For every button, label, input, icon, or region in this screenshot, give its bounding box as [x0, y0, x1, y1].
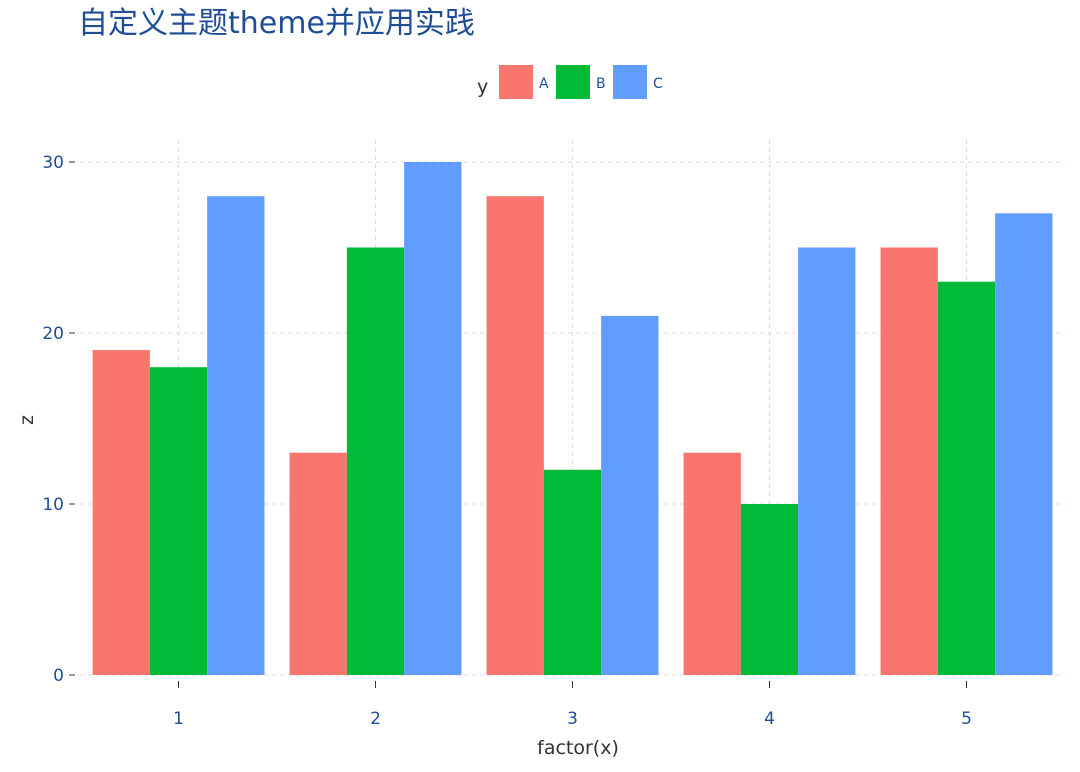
- bar-B-5: [937, 281, 996, 675]
- bar-C-2: [404, 162, 462, 675]
- bar-A-3: [486, 196, 544, 675]
- legend-label-A: A: [539, 76, 549, 92]
- bar-A-2: [289, 452, 347, 675]
- x-tick-label: 1: [173, 709, 184, 729]
- bar-C-5: [995, 213, 1053, 676]
- legend-label-B: B: [596, 76, 606, 92]
- x-axis: 1 2 3 4 5: [173, 681, 972, 729]
- bar-C-4: [798, 247, 856, 675]
- y-tick-label: 20: [42, 324, 64, 344]
- y-tick-label: 0: [53, 666, 64, 686]
- x-axis-label: factor(x): [537, 737, 619, 759]
- x-tick-label: 2: [370, 709, 381, 729]
- bar-B-1: [149, 367, 208, 675]
- x-tick-label: 4: [764, 709, 775, 729]
- legend-key-B: [556, 65, 590, 99]
- x-tick-label: 3: [567, 709, 578, 729]
- y-axis: 0 10 20 30: [42, 153, 75, 686]
- bar-B-4: [740, 504, 799, 675]
- bar-C-3: [601, 315, 659, 675]
- legend-key-A: [499, 65, 533, 99]
- legend-label-C: C: [653, 76, 663, 92]
- bars: [92, 162, 1053, 676]
- bar-A-1: [92, 350, 150, 675]
- y-axis-label: z: [16, 415, 38, 425]
- bar-B-3: [543, 469, 602, 675]
- y-tick-label: 10: [42, 495, 64, 515]
- x-tick-label: 5: [961, 709, 972, 729]
- bar-A-5: [880, 247, 938, 675]
- chart-title: 自定义主题theme并应用实践: [78, 6, 475, 41]
- bar-A-4: [683, 452, 741, 675]
- legend-key-C: [613, 65, 647, 99]
- y-tick-label: 30: [42, 153, 64, 173]
- bar-C-1: [207, 196, 265, 675]
- bar-B-2: [346, 247, 405, 675]
- legend-title: y: [477, 76, 488, 98]
